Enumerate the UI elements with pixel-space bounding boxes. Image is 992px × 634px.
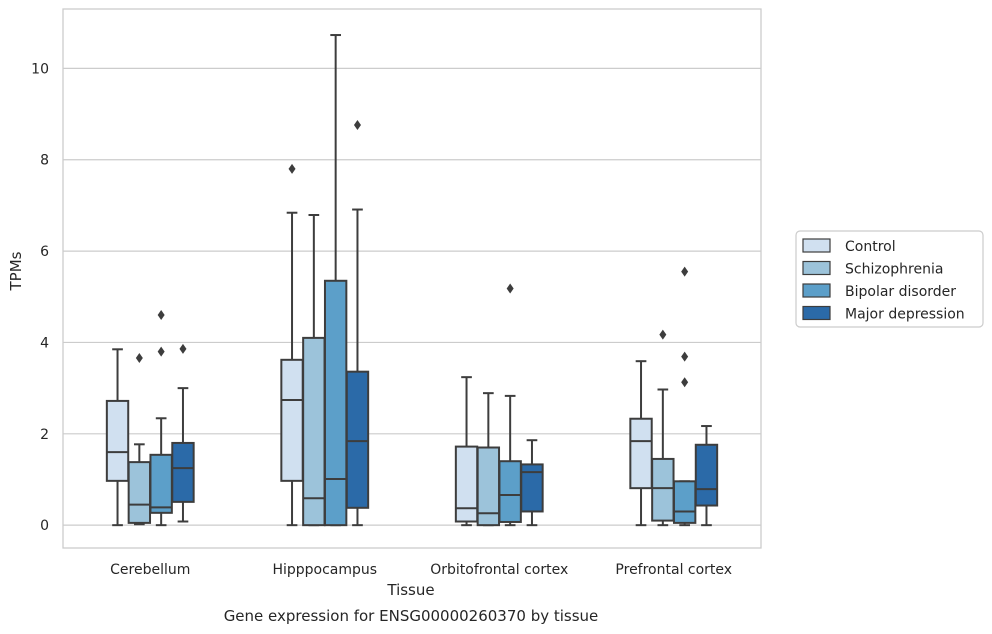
outlier-point xyxy=(659,329,667,340)
box-bipolar-disorder xyxy=(323,34,348,527)
outlier-point xyxy=(681,266,689,277)
box-bipolar-disorder xyxy=(498,283,522,527)
x-tick-label: Orbitofrontal cortex xyxy=(430,562,568,578)
box-body xyxy=(651,457,675,522)
box-body xyxy=(454,445,479,523)
box-body xyxy=(171,441,195,503)
y-tick-label: 10 xyxy=(31,61,49,77)
box-major-depression xyxy=(345,120,370,527)
x-axis-ticks: Cerebellum Hipppocampus Orbitofrontal cort… xyxy=(110,562,732,578)
outlier-point xyxy=(135,352,143,363)
legend-label: Bipolar disorder xyxy=(845,284,956,300)
y-tick-label: 8 xyxy=(40,153,49,169)
box-schizophrenia xyxy=(302,214,326,527)
legend-swatch xyxy=(802,305,831,321)
y-tick-label: 6 xyxy=(40,244,49,260)
box-schizophrenia xyxy=(476,392,501,527)
box-body xyxy=(520,463,544,513)
box-major-depression xyxy=(520,439,544,527)
y-tick-label: 4 xyxy=(40,335,49,351)
box-plot-series xyxy=(105,34,719,527)
plot-frame xyxy=(62,8,762,549)
legend-swatch xyxy=(802,238,831,253)
box-control xyxy=(280,163,304,527)
box-body xyxy=(280,358,304,482)
box-body xyxy=(629,417,653,490)
outlier-point xyxy=(681,351,689,362)
x-tick-label: Cerebellum xyxy=(110,562,190,578)
box-body xyxy=(672,480,697,524)
y-tick-label: 2 xyxy=(40,427,49,443)
box-body xyxy=(323,279,348,527)
y-tick-label: 0 xyxy=(40,518,49,534)
y-axis-ticks: 0 2 4 6 8 10 xyxy=(31,61,49,534)
box-major-depression xyxy=(694,425,719,527)
box-schizophrenia xyxy=(651,329,675,527)
chart-caption: Gene expression for ENSG00000260370 by t… xyxy=(224,607,599,625)
legend: Control Schizophrenia Bipolar disorder Majo… xyxy=(795,230,984,328)
legend-swatch xyxy=(802,283,831,298)
outlier-point xyxy=(157,346,165,357)
y-axis-label: TPMs xyxy=(7,251,25,291)
legend-label: Schizophrenia xyxy=(845,262,943,278)
x-axis-label: Tissue xyxy=(386,581,434,599)
outlier-point xyxy=(506,283,514,294)
box-body xyxy=(345,370,370,509)
box-body xyxy=(694,443,719,507)
box-control xyxy=(105,348,130,527)
box-body xyxy=(105,399,130,482)
outlier-point xyxy=(681,377,689,388)
x-tick-label: Prefrontal cortex xyxy=(615,562,732,578)
box-body xyxy=(127,461,152,524)
box-control xyxy=(454,376,479,527)
box-schizophrenia xyxy=(127,352,152,526)
x-tick-label: Hipppocampus xyxy=(272,562,377,578)
outlier-point xyxy=(288,163,296,174)
outlier-point xyxy=(353,120,361,131)
outlier-point xyxy=(157,310,165,321)
box-body xyxy=(498,460,522,523)
box-body xyxy=(149,453,173,514)
box-major-depression xyxy=(171,343,195,523)
box-control xyxy=(629,360,653,527)
legend-swatch xyxy=(802,260,831,276)
box-bipolar-disorder xyxy=(149,310,173,527)
legend-frame xyxy=(795,230,984,328)
box-body xyxy=(302,336,326,527)
legend-label: Control xyxy=(845,239,896,255)
outlier-point xyxy=(179,343,187,354)
legend-label: Major depression xyxy=(845,307,965,323)
box-bipolar-disorder xyxy=(672,266,697,527)
